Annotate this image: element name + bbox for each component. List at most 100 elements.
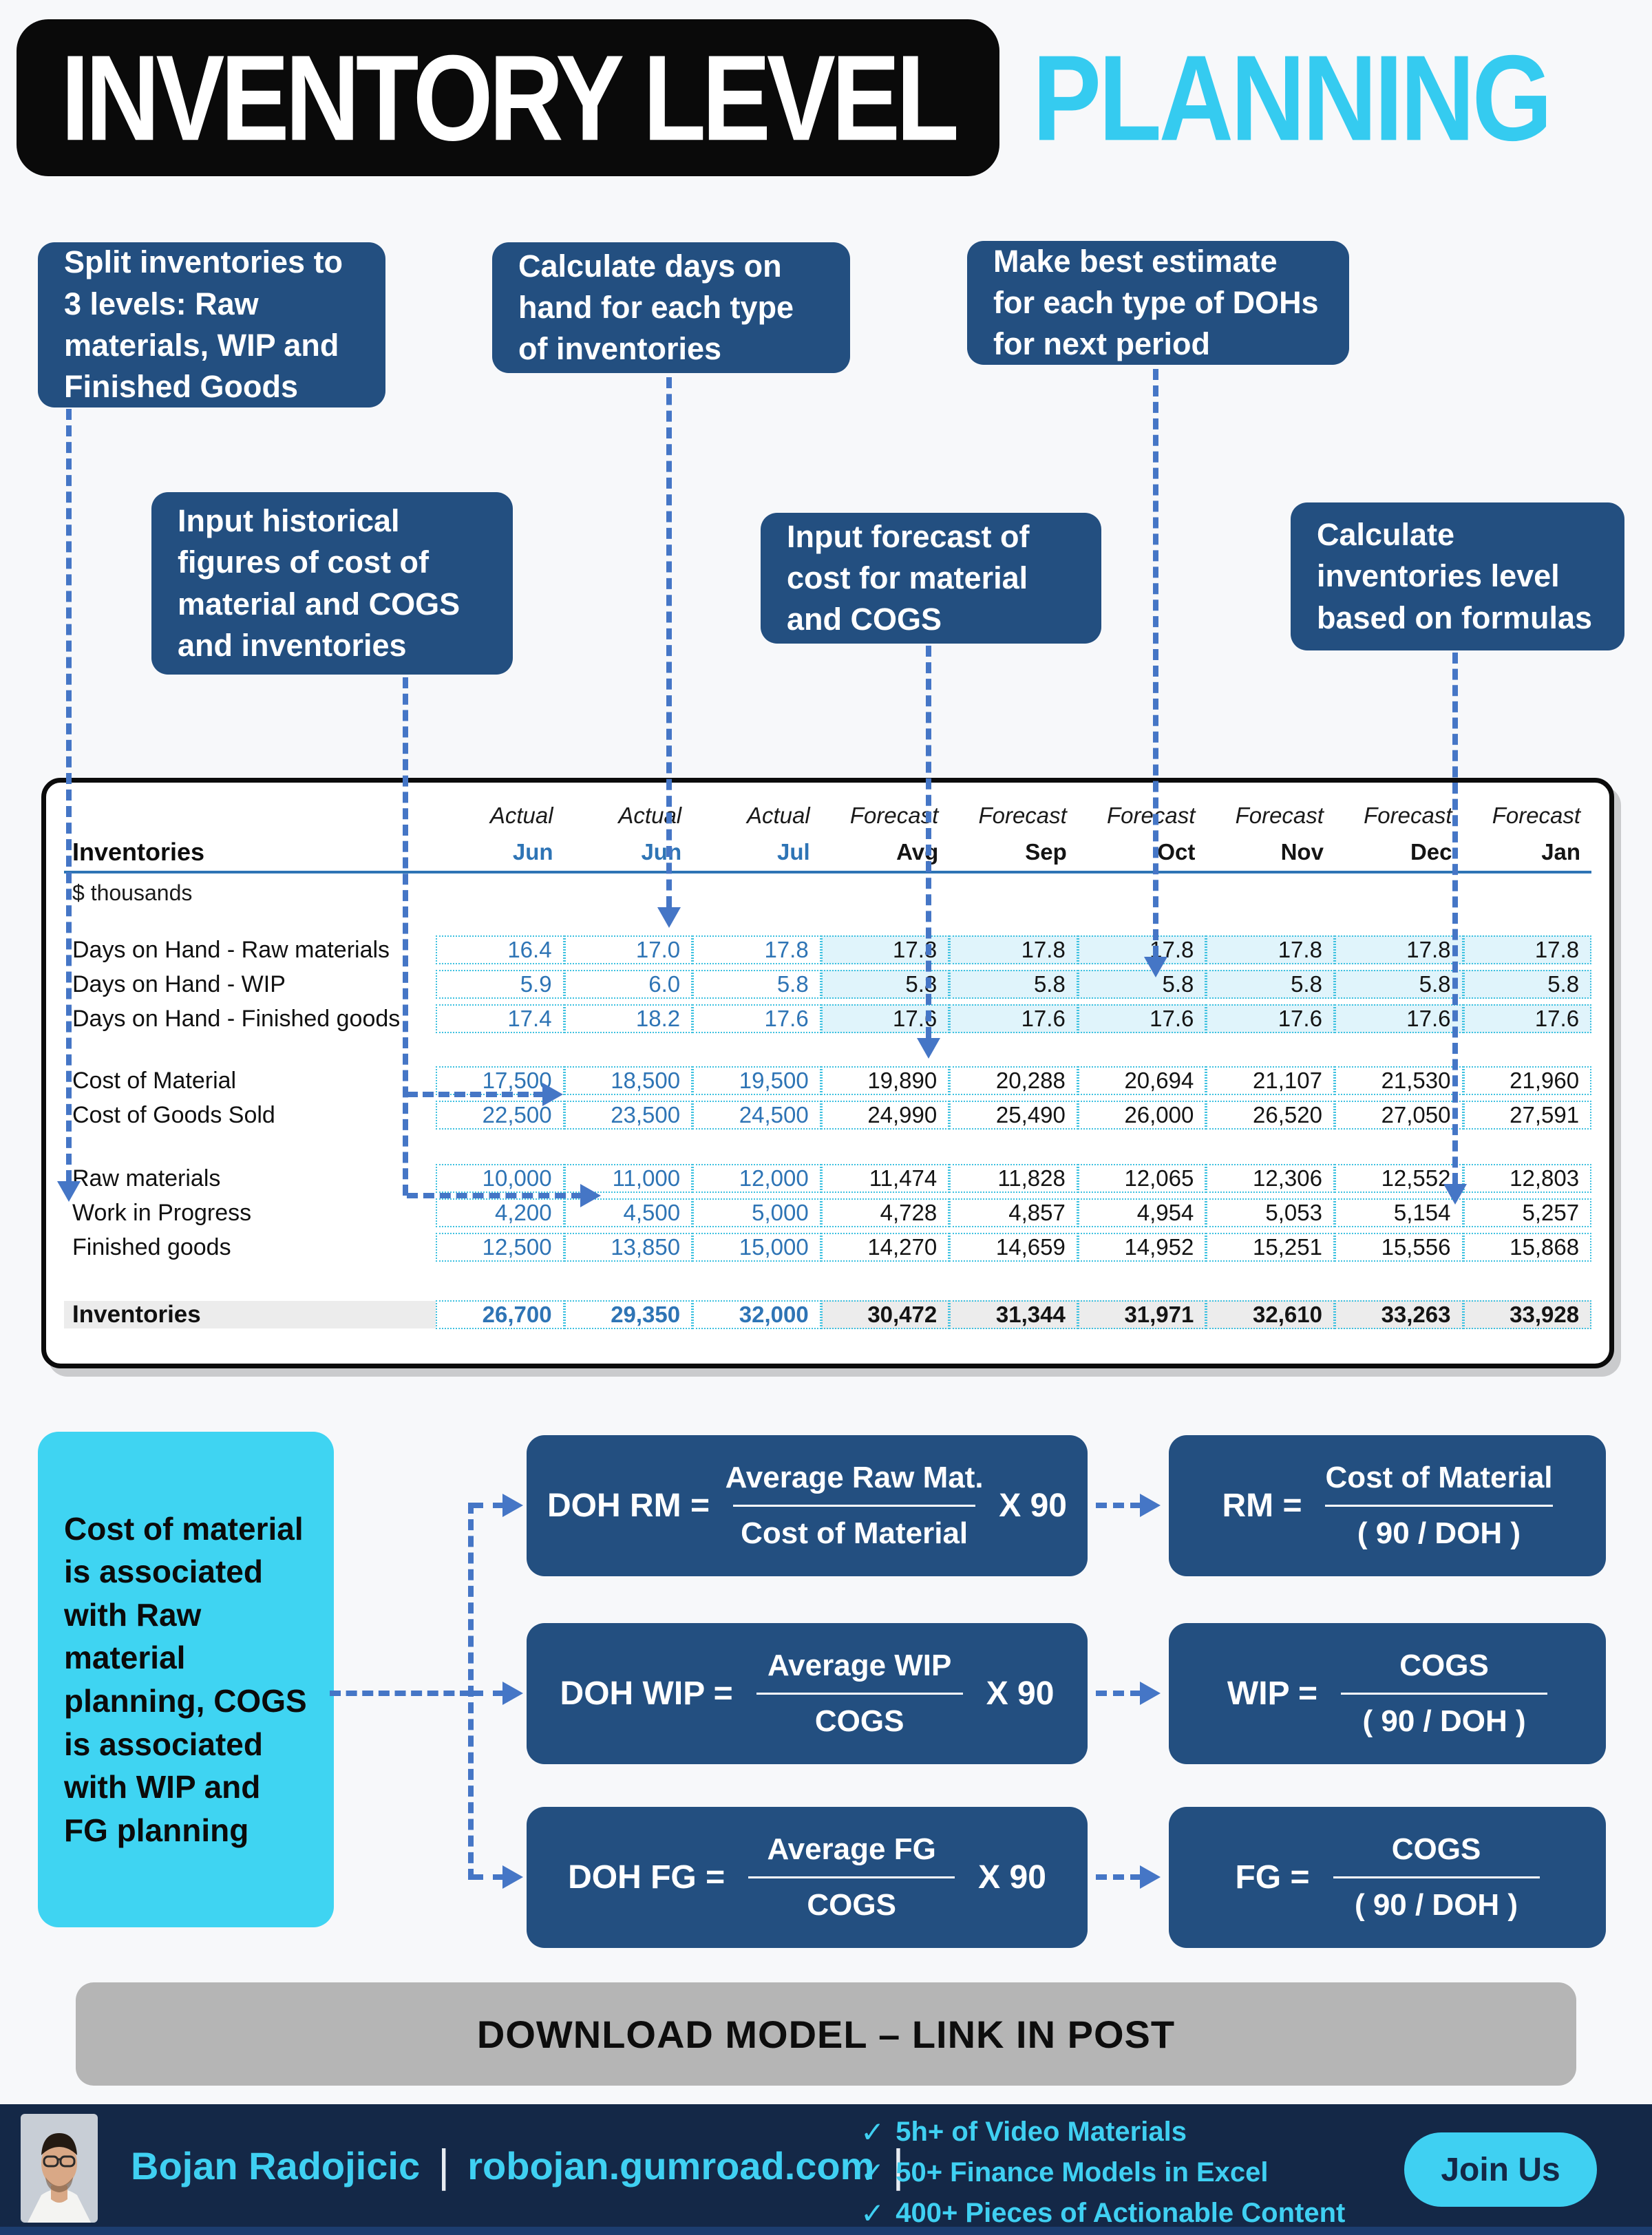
arrow-right-icon [1140, 1494, 1161, 1517]
arrow-right-icon [580, 1184, 601, 1207]
connector-line [407, 1092, 544, 1097]
table-cell: 21,530 [1334, 1066, 1463, 1095]
table-row: Cost of Goods Sold 22,500 23,500 24,500 … [64, 1098, 1592, 1132]
fraction: Average Raw Mat. Cost of Material [726, 1461, 984, 1551]
fraction-bar [733, 1505, 976, 1507]
author-line: Bojan Radojicic | robojan.gumroad.com | [131, 2104, 904, 2227]
table-cell: 24,990 [820, 1101, 950, 1130]
spacer [64, 912, 1591, 933]
spacer [64, 1132, 1591, 1161]
table-cell: 17.8 [692, 935, 821, 964]
connector-line [403, 677, 408, 1196]
denominator: Cost of Material [741, 1516, 968, 1550]
table-cell: 17.8 [1206, 935, 1335, 964]
table-title: Inventories [72, 838, 205, 866]
table-cell: 5.8 [692, 970, 821, 999]
table-cell: 29,350 [564, 1300, 693, 1329]
table-cell: 17,500 [436, 1066, 564, 1095]
table-cell: 15,251 [1206, 1233, 1335, 1262]
table-cell: 14,270 [820, 1233, 950, 1262]
avatar [21, 2114, 98, 2223]
separator: | [892, 2140, 904, 2191]
table-cell: 12,306 [1206, 1164, 1335, 1193]
table-cell: 26,700 [436, 1300, 564, 1329]
connector-line [1096, 1874, 1141, 1880]
callout-calculate-doh: Calculate days on hand for each type of … [492, 242, 850, 373]
formula-lhs: DOH RM = [547, 1487, 710, 1524]
row-label: Days on Hand - WIP [72, 971, 286, 997]
table-cell: 12,803 [1463, 1164, 1592, 1193]
table-cell: 4,500 [564, 1198, 693, 1227]
footer: Bojan Radojicic | robojan.gumroad.com | … [0, 2104, 1652, 2235]
download-banner[interactable]: DOWNLOAD MODEL – LINK IN POST [76, 1982, 1576, 2086]
numerator: Cost of Material [1325, 1461, 1553, 1494]
row-label: Days on Hand - Raw materials [72, 936, 390, 963]
table-cell: 33,928 [1463, 1300, 1592, 1329]
table-cell: 17.6 [1206, 1004, 1335, 1033]
callout-split-inventories: Split inventories to 3 levels: Raw mater… [38, 242, 385, 407]
callout-text: Split inventories to 3 levels: Raw mater… [64, 244, 343, 405]
col-type: Actual [489, 803, 553, 828]
table-cell: 5.8 [1077, 970, 1207, 999]
connector-line [1153, 369, 1158, 957]
table-total-row: Inventories 26,700 29,350 32,000 30,472 … [64, 1293, 1592, 1336]
table-cell: 31,344 [949, 1300, 1078, 1329]
table-row: Days on Hand - WIP 5.9 6.0 5.8 5.8 5.8 5… [64, 967, 1592, 1002]
table-cell: 17.8 [1334, 935, 1463, 964]
table-cell: 15,000 [692, 1233, 821, 1262]
col-type: Actual [618, 803, 682, 828]
month-header: Oct [1157, 839, 1196, 865]
table-cell: 17.6 [949, 1004, 1078, 1033]
formula-lhs: WIP = [1227, 1675, 1318, 1712]
table-cell: 5.8 [949, 970, 1078, 999]
benefits-list: ✓ 5h+ of Video Materials ✓ 50+ Finance M… [860, 2115, 1345, 2230]
row-label: Cost of Material [72, 1067, 237, 1094]
denominator: COGS [814, 1704, 904, 1738]
table-cell: 15,868 [1463, 1233, 1592, 1262]
list-item: ✓ 50+ Finance Models in Excel [860, 2156, 1345, 2190]
connector-line [330, 1691, 471, 1696]
table-cell: 12,500 [436, 1233, 564, 1262]
arrow-down-icon [657, 907, 681, 928]
table-cell: 5.8 [1206, 970, 1335, 999]
connector-line [472, 1874, 504, 1880]
month-header: Avg [896, 839, 939, 865]
table-cell: 18,500 [564, 1066, 693, 1095]
table-cell: 4,200 [436, 1198, 564, 1227]
denominator: COGS [807, 1888, 896, 1922]
arrow-right-icon [542, 1083, 563, 1106]
fraction-bar [1333, 1876, 1540, 1878]
month-header: Jan [1541, 839, 1581, 865]
col-type: Forecast [1364, 803, 1452, 828]
list-item: ✓ 5h+ of Video Materials [860, 2115, 1345, 2149]
table-cell: 12,552 [1334, 1164, 1463, 1193]
numerator: Average FG [767, 1832, 936, 1866]
arrow-right-icon [502, 1865, 523, 1889]
row-label: Days on Hand - Finished goods [72, 1005, 401, 1032]
connector-line [1096, 1691, 1141, 1696]
formula-lhs: RM = [1222, 1487, 1302, 1524]
table-unit-row: $ thousands [64, 873, 1591, 912]
table-cell: 4,728 [820, 1198, 950, 1227]
note-text: Cost of material is associated with Raw … [64, 1510, 307, 1848]
numerator: Average Raw Mat. [725, 1461, 984, 1494]
col-type: Actual [746, 803, 810, 828]
table-cell: 26,000 [1077, 1101, 1207, 1130]
callout-text: Make best estimate for each type of DOHs… [993, 243, 1319, 362]
connector-line [1452, 653, 1458, 1184]
table-cell: 33,263 [1334, 1300, 1463, 1329]
benefit-text: 50+ Finance Models in Excel [896, 2157, 1269, 2188]
gumroad-link[interactable]: robojan.gumroad.com [467, 2143, 875, 2188]
callout-text: Input forecast of cost for material and … [787, 518, 1030, 637]
col-type: Forecast [978, 803, 1067, 828]
table-row: Days on Hand - Raw materials 16.4 17.0 1… [64, 933, 1592, 967]
table-cell: 11,000 [564, 1164, 693, 1193]
join-us-button[interactable]: Join Us [1404, 2132, 1597, 2207]
table-cell: 31,971 [1077, 1300, 1207, 1329]
table-cell: 14,952 [1077, 1233, 1207, 1262]
table-cell: 5,257 [1463, 1198, 1592, 1227]
table-row: Raw materials 10,000 11,000 12,000 11,47… [64, 1161, 1592, 1196]
table-cell: 32,610 [1206, 1300, 1335, 1329]
connector-line [407, 1193, 582, 1198]
table-cell: 17.8 [1463, 935, 1592, 964]
